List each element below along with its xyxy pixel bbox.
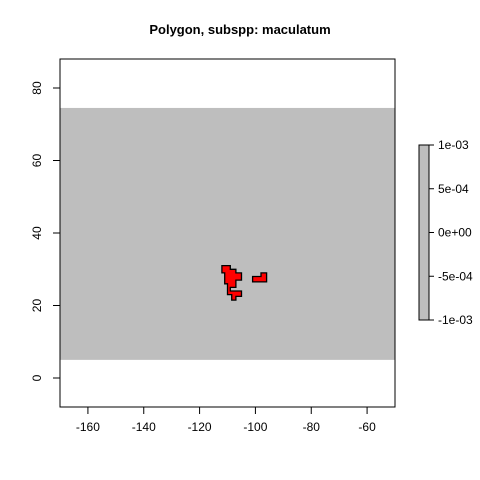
range-polygon-2 — [251, 272, 268, 283]
raster-band — [60, 107, 395, 360]
y-tick-label: 40 — [30, 226, 44, 240]
legend-label: -1e-03 — [438, 313, 473, 327]
range-polygon-1 — [221, 264, 243, 301]
legend-color-bar — [418, 144, 430, 321]
chart-title: Polygon, subspp: maculatum — [149, 22, 331, 37]
legend-label: 1e-03 — [438, 138, 469, 152]
y-tick-label: 0 — [30, 374, 44, 381]
legend-label: 5e-04 — [438, 182, 469, 196]
y-tick-label: 80 — [30, 81, 44, 95]
x-tick-label: -160 — [76, 420, 100, 434]
x-tick-label: -80 — [303, 420, 321, 434]
y-axis: 0 20 40 60 80 — [30, 81, 61, 381]
legend-label: 0e+00 — [438, 226, 472, 240]
x-tick-label: -140 — [132, 420, 156, 434]
x-axis: -160 -140 -120 -100 -80 -60 — [76, 406, 376, 434]
y-tick-label: 20 — [30, 299, 44, 313]
raster-layer — [60, 107, 395, 360]
polygon-layer — [221, 264, 268, 301]
x-tick-label: -60 — [358, 420, 376, 434]
color-legend: 1e-03 5e-04 0e+00 -5e-04 -1e-03 — [418, 138, 473, 327]
legend-label: -5e-04 — [438, 269, 473, 283]
x-tick-label: -120 — [188, 420, 212, 434]
y-tick-label: 60 — [30, 154, 44, 168]
x-tick-label: -100 — [243, 420, 267, 434]
